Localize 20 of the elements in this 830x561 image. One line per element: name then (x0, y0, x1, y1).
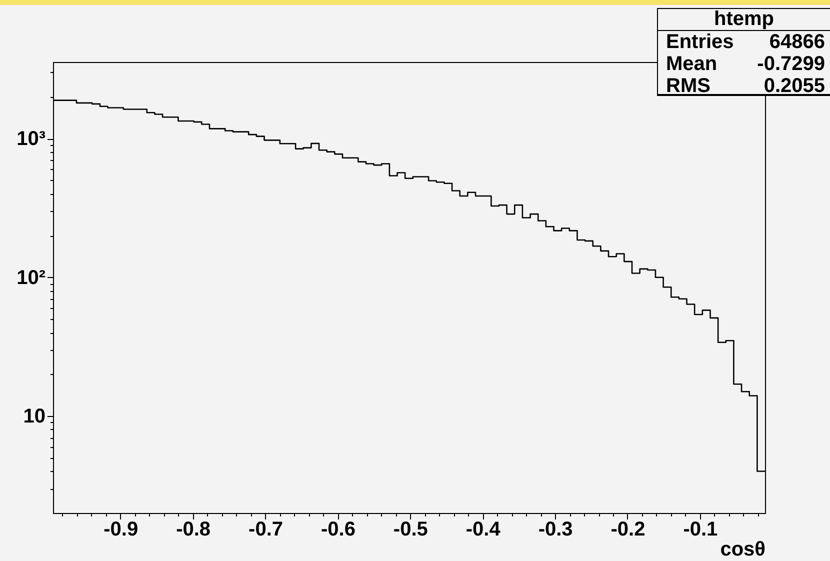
x-tick-label: -0.9 (104, 518, 138, 540)
text: htemp (714, 8, 774, 30)
x-tick-label: -0.8 (176, 518, 211, 540)
x-tick-label: -0.6 (320, 518, 356, 540)
annotation: 0.2055 (764, 75, 825, 97)
x-tick-label: -0.5 (393, 518, 428, 540)
x-axis-title: cosθ (720, 538, 766, 560)
x-tick-label: -0.1 (683, 518, 718, 540)
x-tick-label: -0.4 (466, 518, 502, 540)
y-tick-label: 10 (23, 406, 46, 428)
x-tick-label: -0.2 (610, 518, 646, 540)
text: 64866 (769, 31, 825, 53)
annotation: -0.7299 (757, 53, 825, 75)
x-tick-label: -0.3 (538, 518, 573, 540)
y-tick-label: 10³ (16, 128, 46, 150)
text: Entries (666, 31, 734, 53)
annotation: RMS (666, 75, 710, 97)
y-tick-label: 10² (16, 266, 46, 289)
annotation: Mean (666, 53, 718, 75)
x-tick-label: -0.7 (248, 518, 283, 540)
